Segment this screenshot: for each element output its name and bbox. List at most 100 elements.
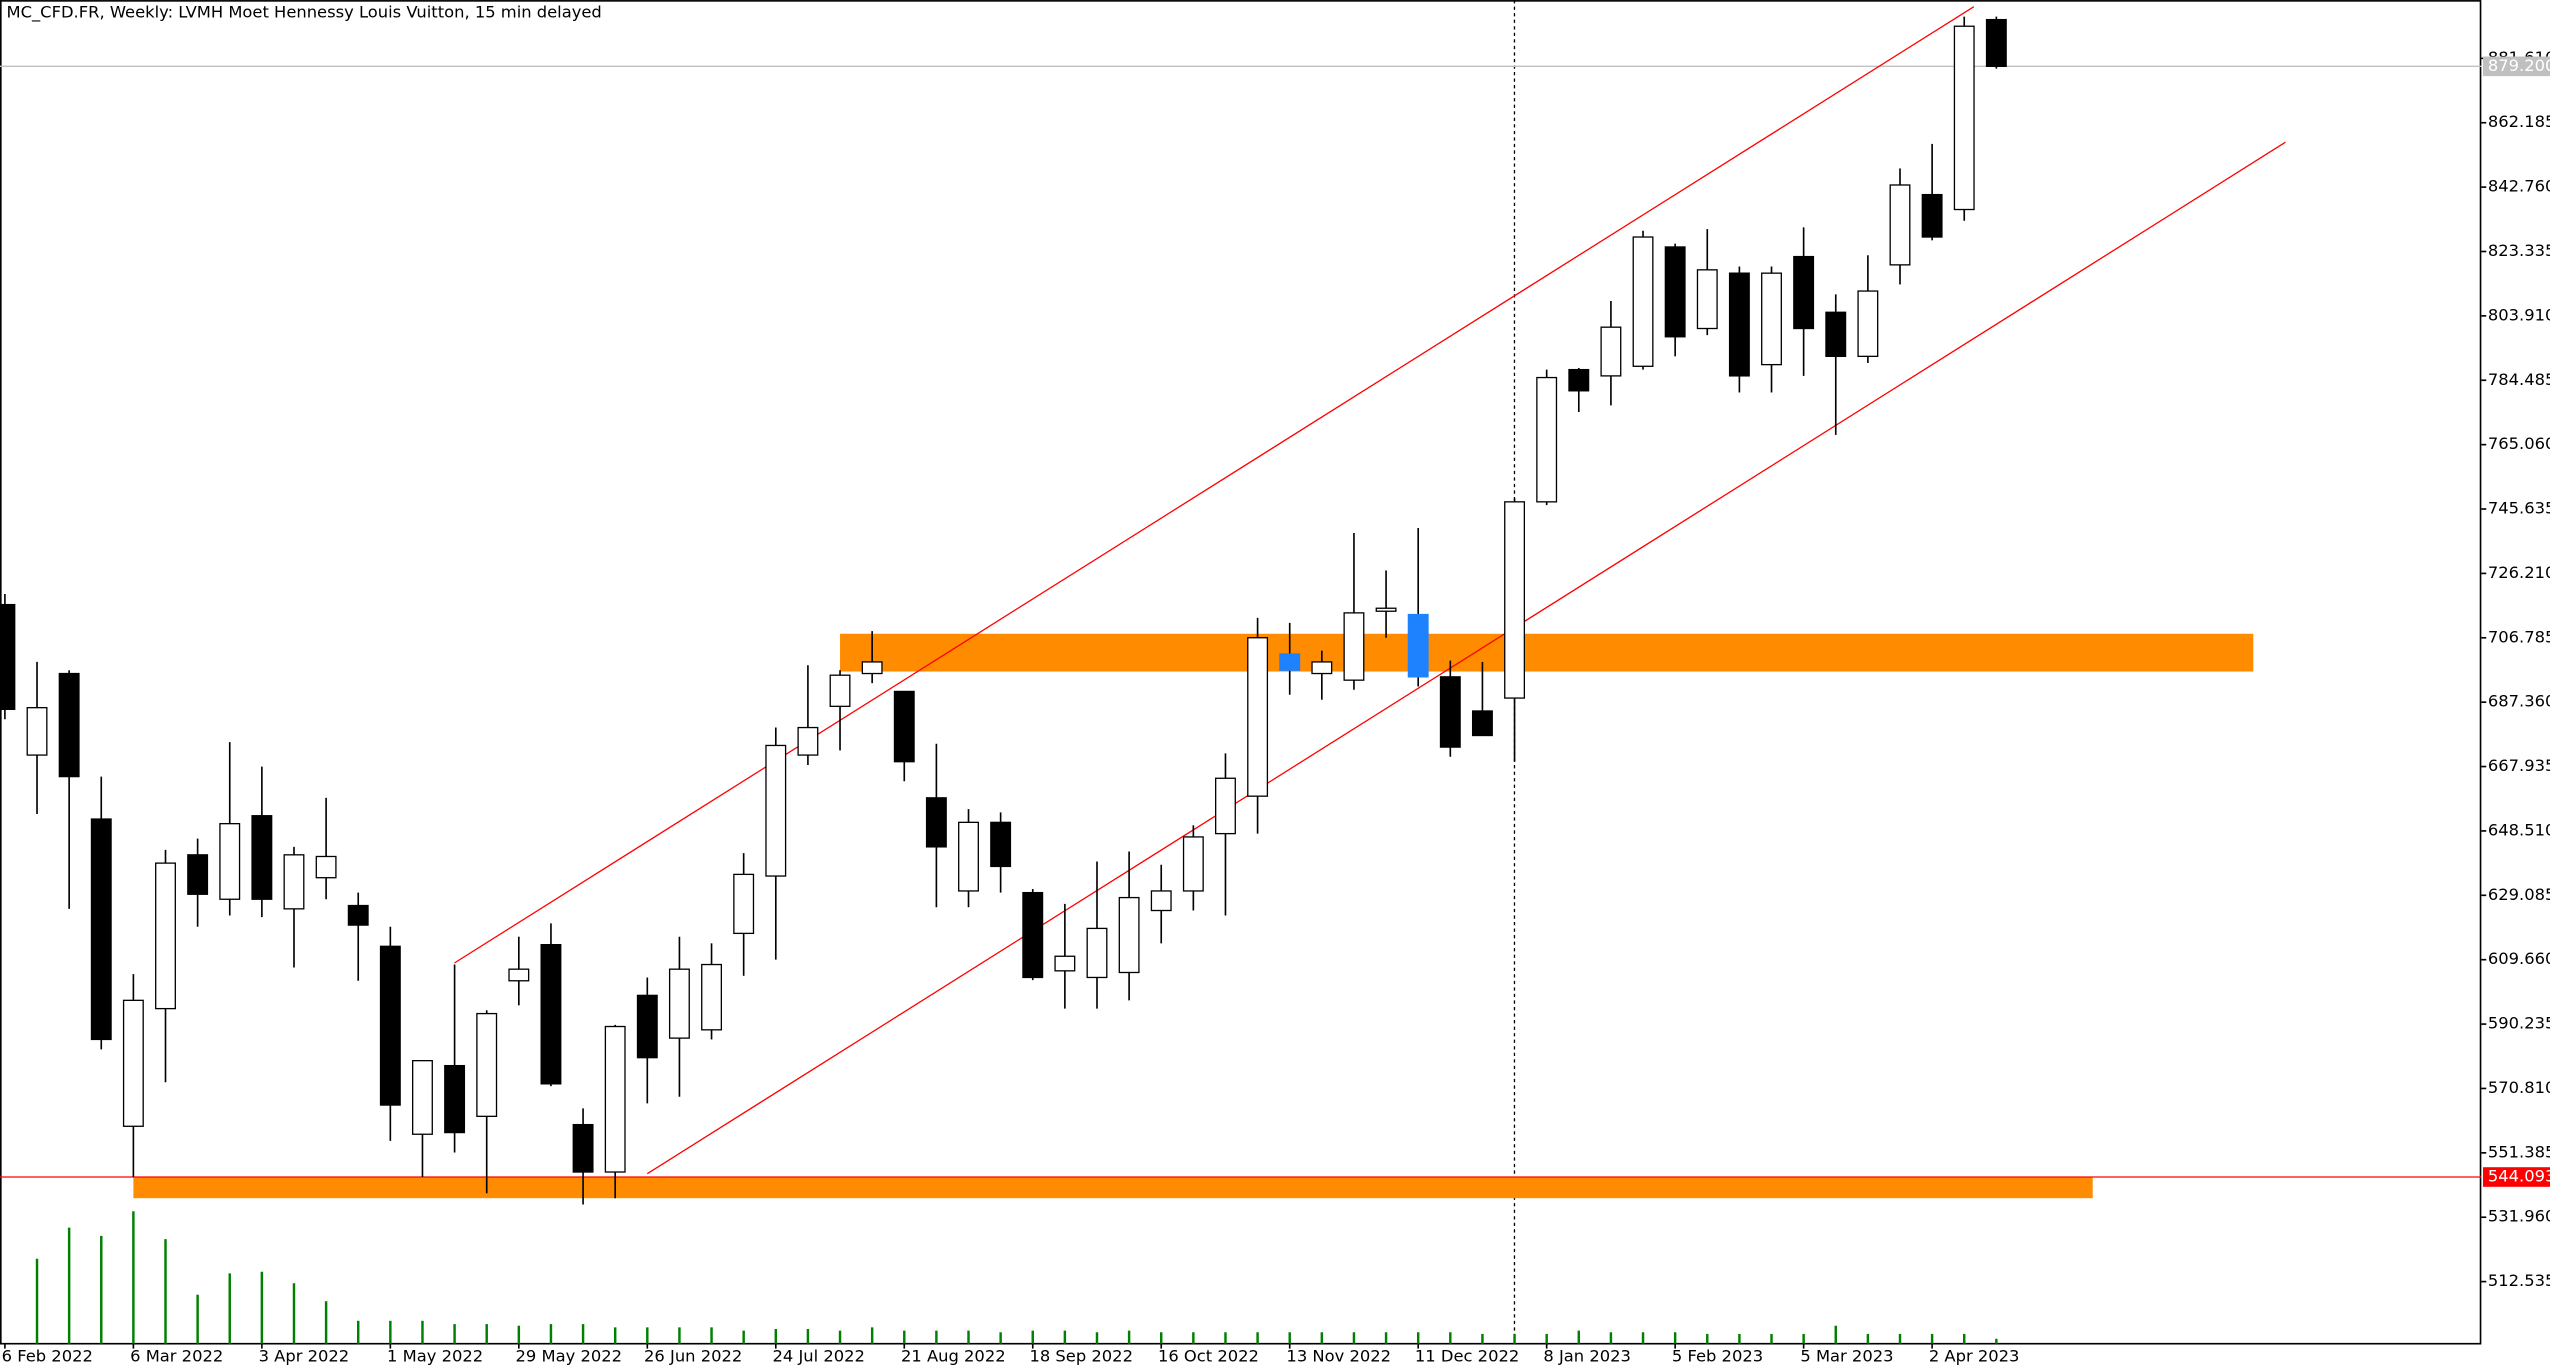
price-label: 879.200 [2488, 56, 2550, 75]
candle-body [187, 854, 209, 895]
y-tick-label: 823.335 [2488, 241, 2550, 260]
candle-body [765, 744, 787, 877]
candle-body [444, 1064, 466, 1134]
candle-body [861, 661, 883, 675]
candle-body [925, 797, 947, 848]
y-tick-label: 629.085 [2488, 885, 2550, 904]
candle-body [893, 690, 915, 763]
candle-body [1086, 927, 1108, 979]
candle-body [1825, 311, 1847, 357]
candle-body [540, 943, 562, 1085]
candle-body [1728, 272, 1750, 377]
candle-body [1504, 501, 1526, 699]
candle-body [315, 855, 337, 879]
candle-body [219, 823, 241, 900]
candle-body [1696, 269, 1718, 330]
zone [840, 633, 2254, 672]
candle-body [1407, 613, 1429, 678]
x-tick-label: 18 Sep 2022 [1029, 1346, 1133, 1365]
candle-body [1600, 326, 1622, 377]
candle-body [1279, 653, 1301, 671]
candle-body [1568, 368, 1590, 392]
candle-body [1311, 661, 1333, 675]
y-tick-label: 531.960 [2488, 1207, 2550, 1226]
candle-body [701, 963, 723, 1031]
y-tick-label: 726.210 [2488, 563, 2550, 582]
x-tick-label: 16 Oct 2022 [1158, 1346, 1259, 1365]
x-tick-label: 11 Dec 2022 [1415, 1346, 1519, 1365]
candle-body [155, 862, 176, 1010]
candle-body [1889, 184, 1911, 266]
x-tick-label: 5 Feb 2023 [1672, 1346, 1763, 1365]
x-tick-label: 5 Mar 2023 [1800, 1346, 1893, 1365]
candle-body [1953, 25, 1975, 211]
candle-body [604, 1025, 626, 1173]
candle-body [251, 815, 273, 900]
y-tick-label: 687.360 [2488, 692, 2550, 711]
candle-body [1215, 777, 1236, 835]
candle-body [1664, 246, 1686, 338]
candle-body [1439, 676, 1461, 748]
candle-body [347, 904, 369, 926]
candle-body [797, 726, 819, 756]
y-tick-label: 842.760 [2488, 177, 2550, 196]
zone [133, 1176, 2093, 1199]
candle-body [958, 821, 979, 892]
y-tick-label: 667.935 [2488, 756, 2550, 775]
candle-body [283, 854, 305, 910]
x-tick-label: 29 May 2022 [516, 1346, 622, 1365]
candle-body [1343, 612, 1365, 681]
candle-body [508, 968, 530, 982]
candle-body [1054, 955, 1076, 972]
candle-body [379, 945, 401, 1106]
trendline [646, 141, 2286, 1175]
y-tick-label: 706.785 [2488, 627, 2550, 646]
candle-body [1150, 890, 1172, 912]
candle-body [1471, 710, 1493, 737]
candle-body [1536, 376, 1558, 503]
x-tick-label: 1 May 2022 [387, 1346, 483, 1365]
x-tick-label: 3 Apr 2022 [259, 1346, 350, 1365]
x-tick-label: 6 Mar 2022 [130, 1346, 223, 1365]
candle-body [412, 1059, 433, 1135]
candle-body [1985, 18, 2007, 67]
candle-body [733, 873, 755, 935]
candle-body [26, 707, 48, 756]
candle-body [476, 1012, 498, 1117]
candle-body [668, 968, 690, 1039]
y-tick-label: 765.060 [2488, 434, 2550, 453]
candle-body [1182, 836, 1204, 892]
level-box [2482, 1167, 2550, 1187]
candle-body [90, 818, 112, 1041]
candle-body [572, 1123, 594, 1173]
y-tick-label: 745.635 [2488, 499, 2550, 518]
level-label: 544.093 [2488, 1167, 2550, 1186]
candle-body [0, 603, 16, 710]
plot-frame [0, 0, 2482, 1345]
chart-title: MC_CFD.FR, Weekly: LVMH Moet Hennessy Lo… [7, 3, 602, 23]
candle-body [1632, 236, 1654, 367]
candle-body [1022, 891, 1044, 979]
candle-body [58, 672, 80, 778]
x-tick-label: 24 Jul 2022 [773, 1346, 865, 1365]
candle-body [829, 674, 851, 707]
candle-body [1375, 607, 1397, 612]
x-tick-label: 2 Apr 2023 [1929, 1346, 2020, 1365]
y-tick-label: 590.235 [2488, 1014, 2550, 1033]
candle-body [636, 994, 658, 1059]
x-tick-label: 8 Jan 2023 [1543, 1346, 1631, 1365]
x-tick-label: 6 Feb 2022 [2, 1346, 93, 1365]
y-tick-label: 551.385 [2488, 1142, 2550, 1161]
y-tick-label: 862.185 [2488, 112, 2550, 131]
y-tick-label: 648.510 [2488, 820, 2550, 839]
y-tick-label: 609.660 [2488, 949, 2550, 968]
candle-body [1761, 272, 1782, 366]
y-tick-label: 570.810 [2488, 1078, 2550, 1097]
y-tick-label: 803.910 [2488, 305, 2550, 324]
x-tick-label: 26 Jun 2022 [644, 1346, 742, 1365]
y-tick-label: 512.535 [2488, 1271, 2550, 1290]
candle-body [1118, 896, 1140, 974]
x-tick-label: 13 Nov 2022 [1286, 1346, 1391, 1365]
price-box [2482, 56, 2550, 77]
